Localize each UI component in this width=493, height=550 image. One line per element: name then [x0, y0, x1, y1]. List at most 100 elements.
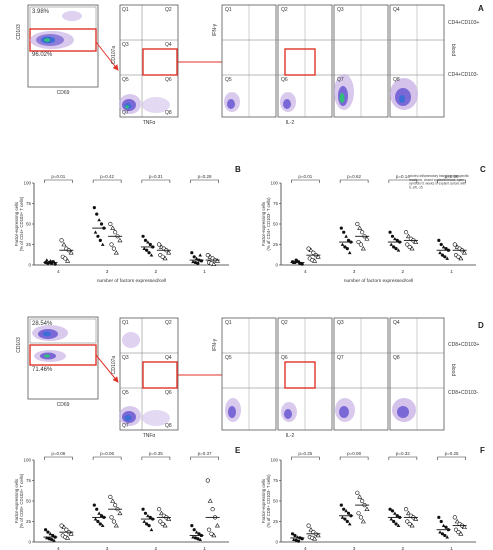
- panel-letter-d: D: [478, 321, 484, 330]
- significance-bracket: [44, 179, 73, 183]
- data-point: [312, 258, 318, 263]
- significance-bracket: [92, 179, 122, 183]
- significance-bracket: [437, 456, 466, 460]
- data-point: [61, 524, 67, 530]
- data-point: [214, 258, 220, 263]
- y-axis-label: (% of CD8+ CD103+ T cells): [19, 473, 24, 528]
- data-point: [364, 506, 370, 511]
- arrow-d1: [95, 354, 119, 383]
- data-point: [409, 245, 415, 251]
- data-point: [405, 233, 411, 239]
- data-point: [345, 519, 349, 524]
- data-point: [405, 242, 410, 247]
- data-point: [440, 253, 445, 257]
- data-point: [95, 212, 99, 216]
- data-point: [413, 516, 419, 521]
- y-tick-label: 100: [270, 181, 278, 186]
- sub-plots-a: Q1 Q2 Q3 Q4 Q5 Q6 Q7 Q8 IFN-γ IL-2: [212, 4, 445, 126]
- data-point: [390, 509, 395, 513]
- data-point: [441, 523, 446, 527]
- data-point: [110, 498, 116, 503]
- data-point: [389, 517, 394, 521]
- data-point: [360, 518, 366, 524]
- annotation-line: IL-2/IL-15: [409, 185, 423, 189]
- data-point: [443, 533, 447, 538]
- data-point: [196, 261, 200, 265]
- scatter-panel-f: 0 25 50 75 100 Factor-expressing cells (% of C…: [261, 446, 485, 550]
- data-point: [146, 240, 150, 244]
- data-point: [456, 530, 461, 535]
- category-label: 1: [450, 546, 453, 550]
- data-point: [347, 250, 352, 255]
- data-point: [437, 515, 441, 520]
- data-point: [148, 515, 152, 520]
- p-value-label: p=0.01: [298, 174, 312, 179]
- data-point: [403, 507, 409, 512]
- quad-label: Q6: [165, 390, 172, 396]
- significance-bracket: [339, 179, 369, 183]
- panel-annotation: circles=inflammatory triangles=nonspecif…: [409, 174, 469, 189]
- significance-bracket: [92, 456, 122, 460]
- data-point: [296, 539, 301, 543]
- p-value-label: p=0.06: [100, 451, 114, 456]
- y-tick-label: 50: [26, 222, 32, 227]
- quad-label: Q5: [225, 355, 232, 361]
- data-point: [196, 537, 200, 541]
- data-point: [43, 528, 48, 532]
- data-point: [111, 246, 117, 251]
- data-point: [343, 245, 347, 249]
- quad-label: Q3: [337, 7, 344, 13]
- data-point: [97, 511, 101, 515]
- data-point: [293, 533, 297, 538]
- y-axis-label: Factor-expressing cells: [261, 202, 266, 246]
- significance-bracket: [291, 456, 320, 460]
- data-point: [461, 524, 467, 530]
- data-point: [160, 254, 165, 259]
- quad-label: Q3: [337, 320, 344, 326]
- data-point: [315, 254, 321, 259]
- significance-bracket: [291, 179, 320, 183]
- data-point: [389, 242, 394, 246]
- panel-letter-e: E: [235, 446, 241, 455]
- data-point: [51, 533, 55, 538]
- y-tick-label: 100: [23, 458, 31, 463]
- data-point: [59, 238, 64, 243]
- data-point: [444, 525, 448, 529]
- quad-plot-a: Q1 Q2 Q3 Q4 Q5 Q6 Q7 Q8 CD107a TNFα: [111, 4, 179, 126]
- y-tick-label: 0: [275, 263, 278, 268]
- data-point: [53, 262, 57, 266]
- gate-q6-sub-d: [284, 361, 316, 389]
- data-point: [100, 242, 105, 246]
- data-point: [342, 507, 346, 511]
- gate-cd69-pct: 96.02%: [32, 52, 53, 58]
- p-value-label: p=0.28: [198, 174, 212, 179]
- y-tick-label: 25: [273, 242, 279, 247]
- data-point: [211, 261, 217, 266]
- data-point: [166, 250, 172, 255]
- data-point: [339, 226, 343, 230]
- data-point: [141, 507, 145, 511]
- quad-label: Q7: [337, 355, 344, 361]
- data-point: [392, 519, 396, 524]
- data-point: [207, 498, 213, 503]
- quad-label: Q4: [393, 320, 400, 326]
- quad-label: Q2: [281, 7, 288, 13]
- row-label-top: CD4+CD103+: [448, 20, 479, 26]
- data-point: [166, 516, 172, 521]
- data-point: [193, 536, 198, 540]
- p-value-label: p=0.25: [298, 451, 312, 456]
- data-point: [68, 250, 74, 255]
- data-point: [364, 236, 370, 241]
- data-point: [445, 535, 450, 539]
- data-point: [444, 247, 448, 251]
- data-point: [113, 250, 119, 255]
- data-point: [147, 524, 151, 528]
- scatter-panel-b: 0 25 50 75 100 Factor-expressing cells (% of C…: [14, 165, 241, 284]
- significance-bracket: [388, 456, 418, 460]
- data-point: [194, 530, 199, 534]
- data-point: [345, 247, 349, 251]
- data-point: [393, 511, 397, 515]
- data-point: [407, 521, 412, 527]
- gate-q6-a: [142, 48, 178, 76]
